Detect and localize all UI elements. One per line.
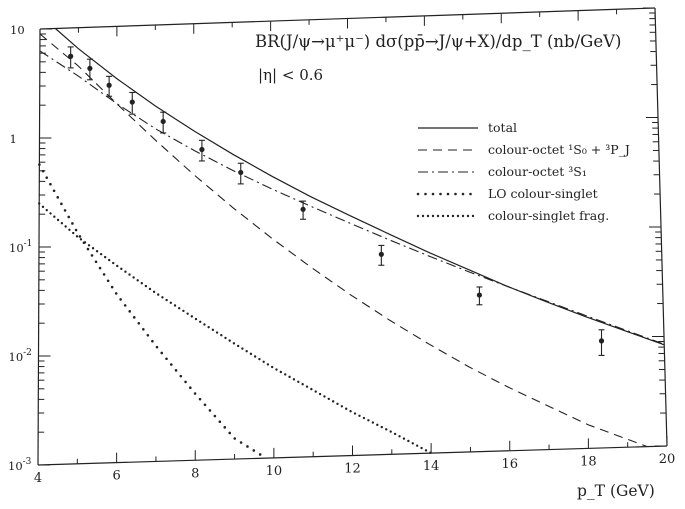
x-tick-label: 14: [423, 459, 440, 474]
y-tick-label: 10-2: [9, 348, 32, 364]
x-tick-label: 12: [344, 462, 361, 477]
data-point: [160, 111, 167, 134]
legend-label: total: [488, 120, 517, 135]
series-colour-octet-s-: [39, 50, 665, 345]
data-point: [198, 139, 205, 162]
series-colour-octet-s-p-j: [39, 33, 648, 448]
x-tick-label: 16: [501, 457, 518, 472]
legend: total colour-octet ¹S₀ + ³P_J colour-octet…: [416, 120, 630, 223]
series-lo-colour-singlet: [38, 163, 268, 460]
x-tick-label: 20: [659, 452, 676, 467]
x-tick-label: 6: [112, 469, 120, 484]
plot-frame: [37, 7, 668, 466]
data-point: [67, 46, 74, 69]
legend-label: colour-octet ¹S₀ + ³P_J: [488, 142, 630, 157]
series-total: [55, 28, 665, 346]
data-point: [129, 91, 136, 115]
chart-subtitle: |η| < 0.6: [258, 66, 323, 84]
legend-label: colour-singlet frag.: [488, 208, 609, 223]
y-tick-label: 1: [10, 132, 17, 146]
data-point: [476, 286, 483, 306]
y-tick-label: 10: [10, 23, 25, 37]
x-axis-label: p_T (GeV): [577, 482, 655, 500]
x-tick-label: 4: [34, 471, 42, 486]
data-point: [378, 244, 385, 266]
data-point: [300, 200, 307, 220]
y-tick-labels: 10-3 10-2 10-1 1 10: [8, 23, 32, 473]
data-point: [106, 75, 113, 97]
x-tick-labels: 4 6 8 10 12 14 16 18 20: [34, 452, 675, 486]
data-points: [67, 46, 605, 356]
series-curves: [38, 28, 665, 460]
data-point: [598, 329, 605, 356]
series-colour-singlet-frag-: [38, 202, 433, 455]
x-tick-label: 10: [266, 464, 283, 479]
x-tick-label: 8: [191, 466, 199, 481]
tick-marks: [37, 7, 668, 466]
legend-label: LO colour-singlet: [488, 186, 598, 201]
x-tick-label: 18: [580, 454, 597, 469]
data-point: [237, 162, 244, 185]
y-tick-label: 10-1: [9, 239, 32, 255]
y-tick-label: 10-3: [8, 457, 32, 473]
legend-label: colour-octet ³S₁: [488, 164, 587, 179]
chart-title: BR(J/ψ→μ⁺μ⁻) dσ(pp̄→J/ψ+X)/dp_T (nb/GeV): [255, 32, 621, 51]
data-point: [86, 58, 93, 81]
